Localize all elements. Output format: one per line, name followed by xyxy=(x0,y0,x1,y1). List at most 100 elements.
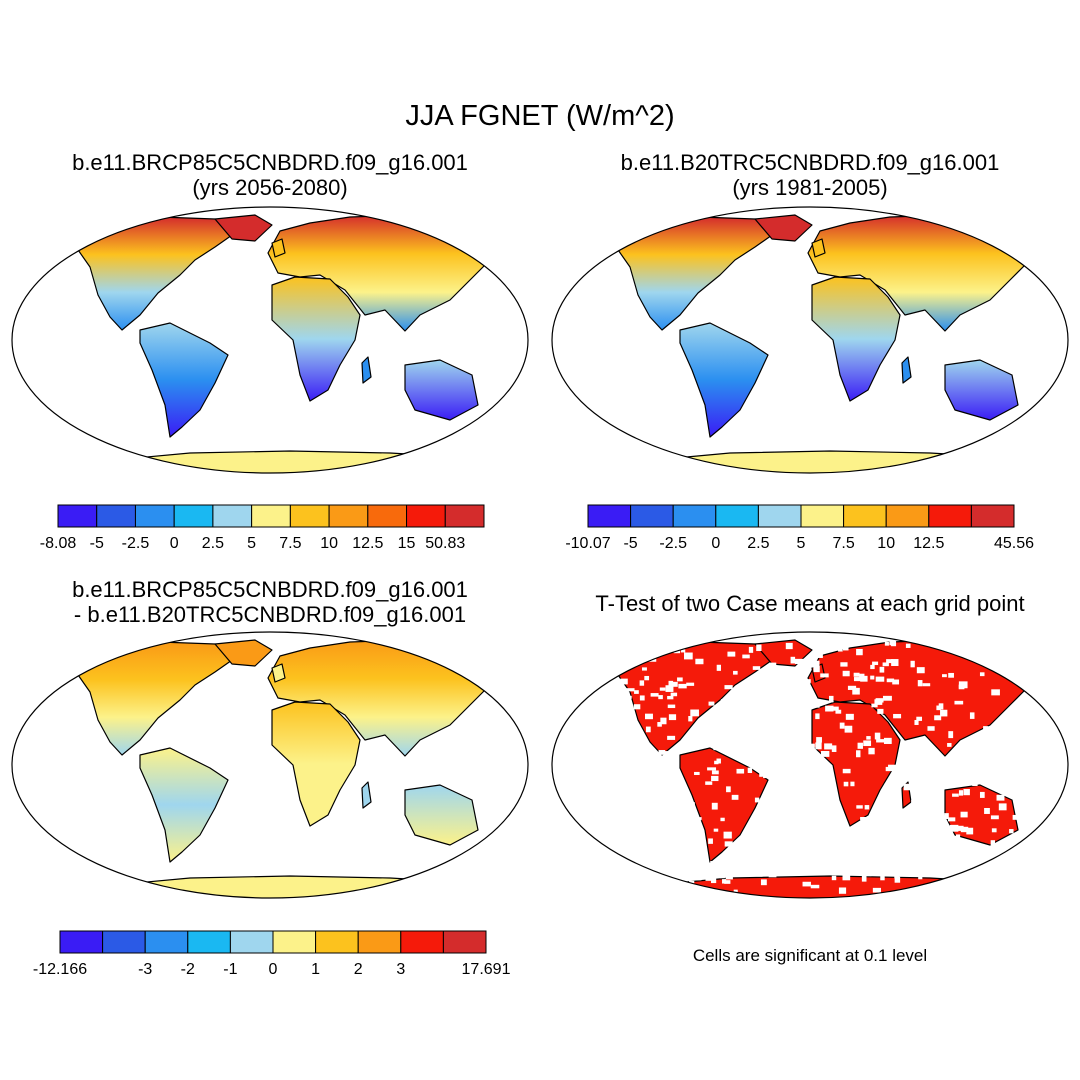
nonsignificant-cell xyxy=(794,734,802,741)
nonsignificant-cell xyxy=(653,772,663,776)
nonsignificant-cell xyxy=(882,796,891,800)
nonsignificant-cell xyxy=(894,876,901,883)
nonsignificant-cell xyxy=(801,799,810,807)
nonsignificant-cell xyxy=(746,757,752,761)
nonsignificant-cell xyxy=(905,774,911,781)
nonsignificant-cell xyxy=(660,851,669,858)
nonsignificant-cell xyxy=(677,871,687,878)
nonsignificant-cell xyxy=(720,874,725,879)
nonsignificant-cell xyxy=(802,697,808,703)
nonsignificant-cell xyxy=(1026,746,1036,753)
nonsignificant-cell xyxy=(662,870,670,878)
colorbar-swatch xyxy=(442,930,487,954)
nonsignificant-cell xyxy=(657,722,662,727)
colorbar-label: 1 xyxy=(311,961,320,978)
nonsignificant-cell xyxy=(960,811,968,818)
nonsignificant-cell xyxy=(998,803,1007,811)
colorbar-swatch xyxy=(102,930,146,954)
nonsignificant-cell xyxy=(909,858,916,864)
nonsignificant-cell xyxy=(856,805,863,809)
nonsignificant-cell xyxy=(947,817,956,822)
continent-nz xyxy=(1019,418,1033,438)
nonsignificant-cell xyxy=(674,856,681,861)
continent-greenland xyxy=(214,639,273,667)
nonsignificant-cell xyxy=(622,780,630,787)
nonsignificant-cell xyxy=(1023,723,1033,728)
nonsignificant-cell xyxy=(875,698,884,703)
continent-sa xyxy=(679,322,769,438)
nonsignificant-cell xyxy=(615,647,623,654)
colorbar-label: 3 xyxy=(396,961,405,978)
continent-af xyxy=(811,276,901,402)
nonsignificant-cell xyxy=(610,761,617,765)
nonsignificant-cell xyxy=(630,743,638,749)
nonsignificant-cell xyxy=(853,672,860,677)
nonsignificant-cell xyxy=(790,815,798,819)
nonsignificant-cell xyxy=(985,782,990,786)
nonsignificant-cell xyxy=(831,745,837,752)
nonsignificant-cell xyxy=(798,739,807,747)
nonsignificant-cell xyxy=(996,794,1005,801)
continent-uk xyxy=(271,663,286,683)
colorbar-swatch xyxy=(57,504,98,528)
nonsignificant-cell xyxy=(877,803,883,810)
nonsignificant-cell xyxy=(741,844,748,850)
nonsignificant-cell xyxy=(916,667,925,674)
nonsignificant-cell xyxy=(880,874,885,881)
nonsignificant-cell xyxy=(680,640,689,648)
nonsignificant-cell xyxy=(845,713,854,720)
nonsignificant-cell xyxy=(1012,768,1018,774)
continent-ant xyxy=(113,875,459,898)
nonsignificant-cell xyxy=(884,641,889,646)
nonsignificant-cell xyxy=(777,707,785,711)
colorbar-label: 50.83 xyxy=(425,535,465,552)
colorbar-label: 10 xyxy=(877,535,895,552)
nonsignificant-cell xyxy=(700,738,708,745)
colorbar-swatch xyxy=(800,504,845,528)
nonsignificant-cell xyxy=(908,808,913,816)
nonsignificant-cell xyxy=(1008,722,1016,728)
nonsignificant-cell xyxy=(962,878,969,884)
nonsignificant-cell xyxy=(639,695,645,701)
nonsignificant-cell xyxy=(679,748,685,752)
colorbar-swatch xyxy=(134,504,175,528)
colorbar-difference: -12.166 -3 -2 -1 0 1 2 3 17.691 xyxy=(33,930,511,978)
nonsignificant-cell xyxy=(1021,769,1028,774)
nonsignificant-cell xyxy=(816,737,822,743)
nonsignificant-cell xyxy=(884,783,894,789)
continent-nz xyxy=(1019,843,1033,863)
nonsignificant-cell xyxy=(1013,752,1023,757)
nonsignificant-cell xyxy=(752,666,761,670)
nonsignificant-cell xyxy=(876,739,885,743)
nonsignificant-cell xyxy=(690,709,699,717)
colorbar-label: 7.5 xyxy=(832,535,854,552)
nonsignificant-cell xyxy=(1012,760,1021,765)
nonsignificant-cell xyxy=(903,844,908,849)
nonsignificant-cell xyxy=(982,651,990,656)
nonsignificant-cell xyxy=(954,700,964,705)
colorbar-swatch xyxy=(251,504,291,528)
nonsignificant-cell xyxy=(1012,814,1018,820)
panel-title-line1: b.e11.B20TRC5CNBDRD.f09_g16.001 xyxy=(620,150,1000,175)
colorbar-swatch xyxy=(970,504,1015,528)
colorbar-swatch xyxy=(96,504,136,528)
nonsignificant-cell xyxy=(653,753,662,757)
nonsignificant-cell xyxy=(866,870,872,877)
colorbar-label: -8.08 xyxy=(40,535,77,552)
nonsignificant-cell xyxy=(748,646,754,653)
colorbar-label: -12.166 xyxy=(33,961,87,978)
nonsignificant-cell xyxy=(914,719,919,725)
significance-note: Cells are significant at 0.1 level xyxy=(692,946,928,965)
nonsignificant-cell xyxy=(671,785,679,791)
nonsignificant-cell xyxy=(760,879,767,886)
colorbar-label: 5 xyxy=(247,535,256,552)
nonsignificant-cell xyxy=(969,712,975,719)
colorbar-swatch xyxy=(59,930,104,954)
panel-title-historical: b.e11.B20TRC5CNBDRD.f09_g16.001 (yrs 198… xyxy=(560,150,1060,201)
colorbar-label: 10 xyxy=(320,535,338,552)
nonsignificant-cell xyxy=(875,676,885,682)
nonsignificant-cell xyxy=(976,845,983,853)
colorbar-label: 5 xyxy=(797,535,806,552)
nonsignificant-cell xyxy=(711,770,719,775)
nonsignificant-cell xyxy=(687,836,692,842)
